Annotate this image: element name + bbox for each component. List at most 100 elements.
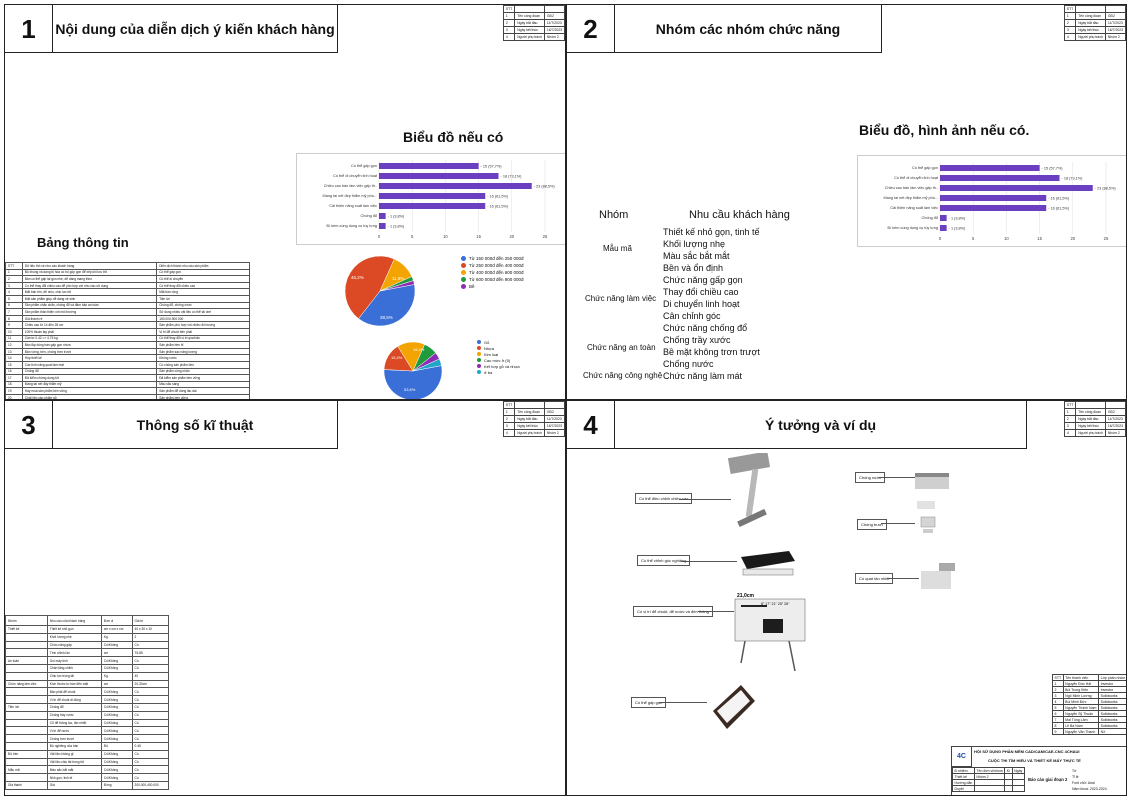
q4-number: 4 xyxy=(567,401,615,449)
bar-value-label: - 1 (3,8%) xyxy=(949,217,966,221)
table-row: Bàn phải để chuột Có/Không Có xyxy=(5,687,170,697)
callout-line xyxy=(698,611,734,612)
pie-slice xyxy=(358,284,416,327)
need-item: Chống trầy xước xyxy=(663,335,731,345)
bar-category-label: Có thể gấp gọn xyxy=(912,166,938,170)
q2-chart-heading: Biểu đồ, hình ảnh nếu có. xyxy=(859,122,1030,138)
x-tick-label: 0 xyxy=(939,236,942,241)
pie1-legend-item: Từ 150 000đ đến 250 000đ xyxy=(461,255,524,262)
bar xyxy=(379,173,499,179)
pie-slice xyxy=(412,358,442,372)
table-row: Giá thành Giá Đồng 200.000-400.000 xyxy=(5,780,170,790)
quadrant-3: 3 Thông số kĩ thuật STT 1 Tên công đoạn GĐ… xyxy=(4,400,566,796)
table-row: 18 Mang tai nét đậy thẩm mỹ Màu sắc sáng xyxy=(5,380,250,389)
bar-value-label: - 15 (57,7%) xyxy=(481,165,503,169)
table-row: 17 Đã kiểm chứng dụng tốt Đã kiểm sản phẩm… xyxy=(5,374,250,382)
table-row: Thiết kế Thiết kế nhỏ gọn cm x cm x cm 40 x… xyxy=(5,625,170,634)
need-item: Khối lượng nhẹ xyxy=(663,239,725,249)
q4-header: 4 Ý tưởng và ví dụ xyxy=(567,401,1027,449)
table-row: 12 Bàn lắp dùng bàn gấp gọn nhưa Sản phẩm … xyxy=(5,341,250,349)
title-block: 4C HỘI SỬ DỤNG PHẦN MỀM CAD/CAM/CAE-CNC … xyxy=(951,746,1126,795)
table-row: 8 Giá thành rẻ 150.000-900.000 xyxy=(5,314,250,323)
table-header-cell: Đơn vị xyxy=(100,615,133,626)
bar-category-label: Đi kèm cùng dụng cụ tùy lựng xyxy=(888,226,938,230)
bar-category-label: Chiều cao bàn làm việc gấp th.. xyxy=(324,184,377,188)
bar xyxy=(940,195,1047,201)
title-side: Tờ Tỉ lệ Font chữ: Arial Năm khoá: 2023-… xyxy=(1072,769,1107,791)
table-row: Cổ để thông tục, tản nhiệt Có/Không Có xyxy=(5,718,170,728)
bar-value-label: - 16 (61,5%) xyxy=(1048,207,1070,211)
table-header-cell: Nhóm xyxy=(5,615,48,626)
table-row: 7 Sản phẩm thân thiện với môi trường Sử dụ… xyxy=(5,308,250,316)
bar-value-label: - 1 (3,8%) xyxy=(388,215,405,219)
bar-category-label: Đi kèm cùng dụng cụ tùy lựng xyxy=(327,224,377,228)
bar-value-label: - 23 (88,5%) xyxy=(534,185,556,189)
table-row: 6 Sản phẩm chắc chắn, chống đổ và đảm bảo… xyxy=(5,301,250,310)
table-row: Độ nghiêng của bàn Độ 0-45 xyxy=(5,741,170,751)
q1-table-heading: Bảng thông tin xyxy=(37,235,129,250)
need-item: Di chuyển linh hoạt xyxy=(663,299,740,309)
q2-info-table: STT 1 Tên công đoạn GĐ2 2 Ngày bắt đầu 11/7/… xyxy=(1063,5,1126,41)
table-header-cell: Giá trị xyxy=(131,615,170,626)
bar-category-label: Có thể gấp gọn xyxy=(351,164,377,168)
callout-line xyxy=(679,499,731,500)
q2-number: 2 xyxy=(567,5,615,53)
bar-category-label: Cải thiện năng suất làm việc xyxy=(329,204,377,208)
member-row: 9 Nguyễn Văn Thanh NX xyxy=(1052,728,1126,735)
image-folded-desk xyxy=(713,685,755,729)
q1-chart-heading: Biểu đồ nếu có xyxy=(403,129,504,145)
bar-category-label: Mang tai nét đẹp thẩm mỹ phù... xyxy=(884,196,938,200)
ruler-numbers: 8" 17" 21" 25" 26" xyxy=(761,602,790,606)
table-row: 20 Chất liệu sản phẩm gỗ Sản phẩm bền vững xyxy=(5,393,250,399)
callout-mouse-water-light: Có vị trí để chuột, để nước và đèn thông xyxy=(633,606,713,617)
image-cooling-fan xyxy=(921,563,955,589)
bar-value-label: - 1 (3,8%) xyxy=(388,225,405,229)
quadrant-4: 4 Ý tưởng và ví dụ STT 1 Tên công đoạn GĐ2… xyxy=(566,400,1127,796)
image-scratch-resist xyxy=(915,473,949,489)
table-row: Độ bền Vật liệu không gỉ Có/Không Có xyxy=(5,749,170,759)
table-header-cell: STT xyxy=(5,262,23,270)
bar-category-label: Cải thiện năng suất làm việc xyxy=(890,206,938,210)
callout-antislip: Chống trượt xyxy=(857,519,887,530)
q2-col-needs: Nhu cầu khách hàng xyxy=(689,209,790,221)
need-item: Chức năng làm mát xyxy=(663,371,743,381)
bar-value-label: - 16 (61,5%) xyxy=(1048,197,1070,201)
x-tick-label: 20 xyxy=(1070,236,1075,241)
table-row: Chống trơn trượt Có/Không Có xyxy=(5,734,170,743)
bar-category-label: Mang tai nét đẹp thẩm mỹ phù... xyxy=(323,194,377,198)
pie2-label-b: 15,4% xyxy=(391,355,403,360)
image-antislip xyxy=(917,501,936,533)
bar xyxy=(940,225,947,231)
bar-category-label: Chống đổ xyxy=(361,214,377,218)
need-item: Màu sắc bắt mắt xyxy=(663,251,730,261)
bar-value-label: - 16 (61,5%) xyxy=(487,195,509,199)
bar xyxy=(940,165,1040,171)
table-row: 16 Chống đổ Sản phẩm công nhận xyxy=(5,367,250,376)
bar xyxy=(940,215,947,221)
callout-foldable: Có thể gấp gọn xyxy=(631,697,667,708)
bar-category-label: Có thể di chuyển linh hoạt xyxy=(894,176,939,180)
logo-4c: 4C xyxy=(952,747,972,767)
need-item: Chức năng chống đổ xyxy=(663,323,748,333)
x-tick-label: 25 xyxy=(543,234,548,239)
pie1-legend-item: Bề xyxy=(461,283,524,290)
need-item: Cân chỉnh góc xyxy=(663,311,721,321)
pie2-legend-item: Nhựa xyxy=(477,345,520,351)
q1-pie-price: 46,2% 11,5% 38,5% xyxy=(344,255,416,327)
quadrant-1: 1 Nội dung của diễn dịch ý kiến khách hà… xyxy=(4,4,566,400)
table-header-cell: Nhu cầu của khách hàng xyxy=(46,615,102,626)
q3-info-table: STT 1 Tên công đoạn GĐ2 2 Ngày bắt đầu 11/7/… xyxy=(502,401,565,437)
x-tick-label: 10 xyxy=(1004,236,1009,241)
q3-spec-table: Nhóm Nhu cầu của khách hàng Đơn vị Giá trị T… xyxy=(5,615,170,790)
q3-title: Thông số kĩ thuật xyxy=(53,401,338,449)
pie1-label-a: 38,5% xyxy=(380,315,393,320)
x-tick-label: 15 xyxy=(476,234,481,239)
table-row: Chức năng gấp Có/Không Có xyxy=(5,640,170,650)
pie2-legend: Gỗ Nhựa Kim loại Cao mức ở (5) Kết hợp g… xyxy=(477,339,520,375)
need-item: Thay đổi chiều cao xyxy=(663,287,739,297)
pie1-label-c: 11,5% xyxy=(392,276,404,281)
bar xyxy=(379,193,486,199)
callout-line xyxy=(881,523,915,524)
bar-category-label: Có thể di chuyển linh hoạt xyxy=(333,174,378,178)
